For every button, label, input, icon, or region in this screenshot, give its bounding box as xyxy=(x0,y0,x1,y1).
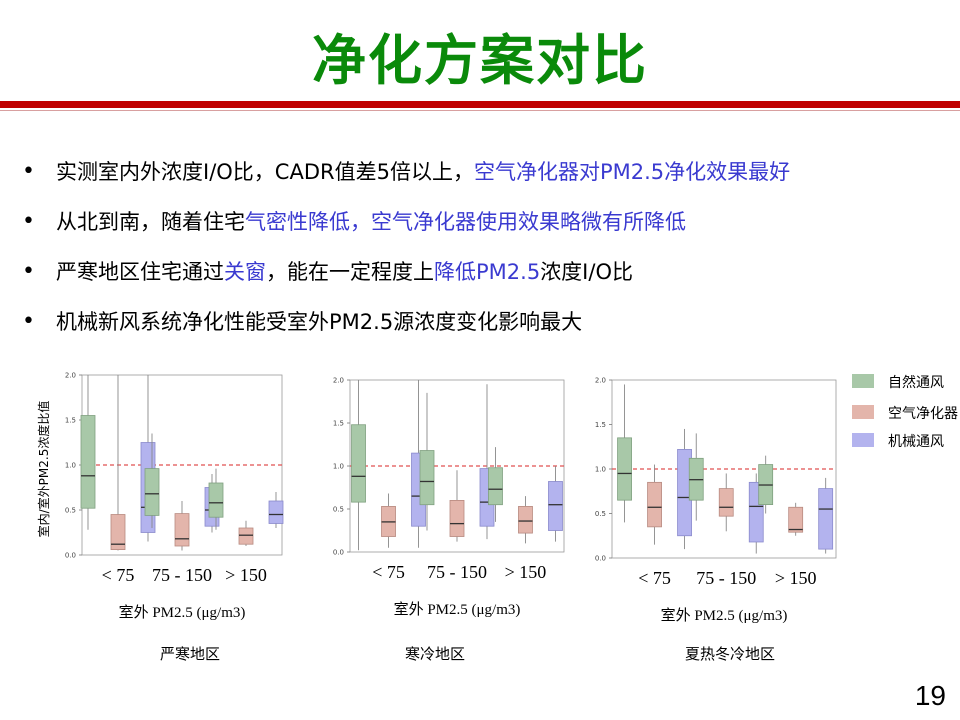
bullet-item: 机械新风系统净化性能受室外PM2.5源浓度变化影响最大 xyxy=(22,310,790,334)
y-axis-label: 室内/室外PM2.5浓度比值 xyxy=(36,401,51,538)
x-category-label: < 75 xyxy=(638,568,671,588)
bullet-highlight-text: 气密性降低，空气净化器使用效果略微有所降低 xyxy=(245,210,686,234)
box-purifier xyxy=(718,488,734,517)
boxplot-cold: 0.0 0.5 1.0 1.5 2.0 < 75 75 - 150 > 150 室外 PM2.5… xyxy=(318,370,566,635)
bullet-highlight-text: 关窗 xyxy=(224,260,266,284)
y-tick-label: 2.0 xyxy=(333,377,344,385)
boxplot-severe-cold: 0.0 0.5 1.0 1.5 2.0 < 75 75 - 150 > 150 室外 PM2.5… xyxy=(20,365,290,635)
legend-label: 空气净化器 xyxy=(888,406,958,422)
bullet-highlight-text: 空气净化器对PM2.5净化效果最好 xyxy=(473,160,791,184)
legend-label: 机械通风 xyxy=(888,434,944,450)
legend-label: 自然通风 xyxy=(888,375,944,391)
x-category-label: 75 - 150 xyxy=(152,565,212,585)
bullet-text: 从北到南，随着住宅 xyxy=(56,210,245,234)
box-purifier xyxy=(788,506,804,533)
x-category-label: 75 - 150 xyxy=(427,562,487,582)
y-tick-label: 0.0 xyxy=(65,552,76,560)
box-purifier xyxy=(518,506,533,534)
x-category-label: < 75 xyxy=(372,562,405,582)
box-natural xyxy=(617,437,632,501)
bullet-text: 机械新风系统净化性能受室外PM2.5源浓度变化影响最大 xyxy=(56,310,583,334)
bullet-item: 实测室内外浓度I/O比，CADR值差5倍以上，空气净化器对PM2.5净化效果最好 xyxy=(22,160,790,184)
bullet-text: 实测室内外浓度I/O比，CADR值差5倍以上， xyxy=(56,160,474,184)
box-purifier xyxy=(238,527,254,545)
y-tick-label: 0.0 xyxy=(333,549,344,557)
bullet-item: 从北到南，随着住宅气密性降低，空气净化器使用效果略微有所降低 xyxy=(22,210,790,234)
box-natural xyxy=(80,415,96,509)
y-tick-label: 1.5 xyxy=(65,417,76,425)
boxplot-hot-summer-cold-winter: 0.0 0.5 1.0 1.5 2.0 < 75 75 - 150 > 150 室外 PM2.5… xyxy=(582,372,838,634)
boxplot-svg: 0.0 0.5 1.0 1.5 2.0 < 75 75 - 150 > 150 室外 PM2.5… xyxy=(36,372,284,621)
legend-item-mechanical: 机械通风 xyxy=(852,429,960,451)
box-mechanical xyxy=(818,488,834,550)
box-natural xyxy=(351,424,366,503)
x-axis-label: 室外 PM2.5 (μg/m3) xyxy=(661,607,788,624)
bullet-text: ，能在一定程度上 xyxy=(266,260,434,284)
box-natural xyxy=(144,468,160,516)
legend-item-purifier: 空气净化器 xyxy=(852,401,960,423)
y-tick-label: 2.0 xyxy=(595,377,606,385)
x-category-label: 75 - 150 xyxy=(696,568,756,588)
legend-item-natural: 自然通风 xyxy=(852,370,960,392)
bullet-text: 浓度I/O比 xyxy=(540,260,633,284)
y-tick-label: 2.0 xyxy=(65,372,76,380)
y-tick-label: 0.0 xyxy=(595,555,606,563)
title-divider-thin xyxy=(0,110,960,111)
region-label-severe-cold: 严寒地区 xyxy=(159,645,220,663)
box-natural xyxy=(208,482,224,518)
x-category-label: > 150 xyxy=(775,568,817,588)
y-tick-label: 1.5 xyxy=(595,421,606,429)
y-tick-label: 0.5 xyxy=(595,510,606,518)
title-divider xyxy=(0,101,960,108)
legend-swatch xyxy=(852,433,874,447)
legend-swatch xyxy=(852,374,874,388)
boxplot-svg: 0.0 0.5 1.0 1.5 2.0 < 75 75 - 150 > 150 室外 PM2.5… xyxy=(595,377,837,624)
x-axis-label: 室外 PM2.5 (μg/m3) xyxy=(119,604,246,621)
bullet-item: 严寒地区住宅通过关窗，能在一定程度上降低PM2.5浓度I/O比 xyxy=(22,260,790,284)
y-tick-label: 1.0 xyxy=(65,462,76,470)
slide-title: 净化方案对比 xyxy=(312,29,648,92)
box-purifier xyxy=(110,514,126,550)
y-tick-label: 0.5 xyxy=(65,507,76,515)
bullet-list: 实测室内外浓度I/O比，CADR值差5倍以上，空气净化器对PM2.5净化效果最好… xyxy=(22,160,790,360)
bullet-highlight-text: 降低PM2.5 xyxy=(434,260,541,284)
legend-swatch xyxy=(852,405,874,419)
region-label-hot-summer-cold-winter: 夏热冬冷地区 xyxy=(684,645,775,663)
box-natural xyxy=(488,467,503,506)
bullet-text: 严寒地区住宅通过 xyxy=(56,260,224,284)
y-tick-label: 1.0 xyxy=(333,463,344,471)
box-natural xyxy=(419,450,435,506)
box-purifier xyxy=(647,481,662,528)
x-category-label: < 75 xyxy=(102,565,135,585)
box-mechanical xyxy=(268,500,284,524)
y-tick-label: 1.5 xyxy=(333,420,344,428)
region-label-cold: 寒冷地区 xyxy=(404,645,465,663)
box-purifier xyxy=(449,499,465,537)
x-axis-label: 室外 PM2.5 (μg/m3) xyxy=(394,601,521,618)
y-tick-label: 0.5 xyxy=(333,506,344,514)
y-tick-label: 1.0 xyxy=(595,466,606,474)
page-number: 19 xyxy=(914,680,946,711)
x-category-label: > 150 xyxy=(505,562,547,582)
box-mechanical xyxy=(548,481,563,531)
boxplot-svg: 0.0 0.5 1.0 1.5 2.0 < 75 75 - 150 > 150 室外 PM2.5… xyxy=(333,377,565,618)
box-purifier xyxy=(174,513,190,547)
x-category-label: > 150 xyxy=(225,565,267,585)
